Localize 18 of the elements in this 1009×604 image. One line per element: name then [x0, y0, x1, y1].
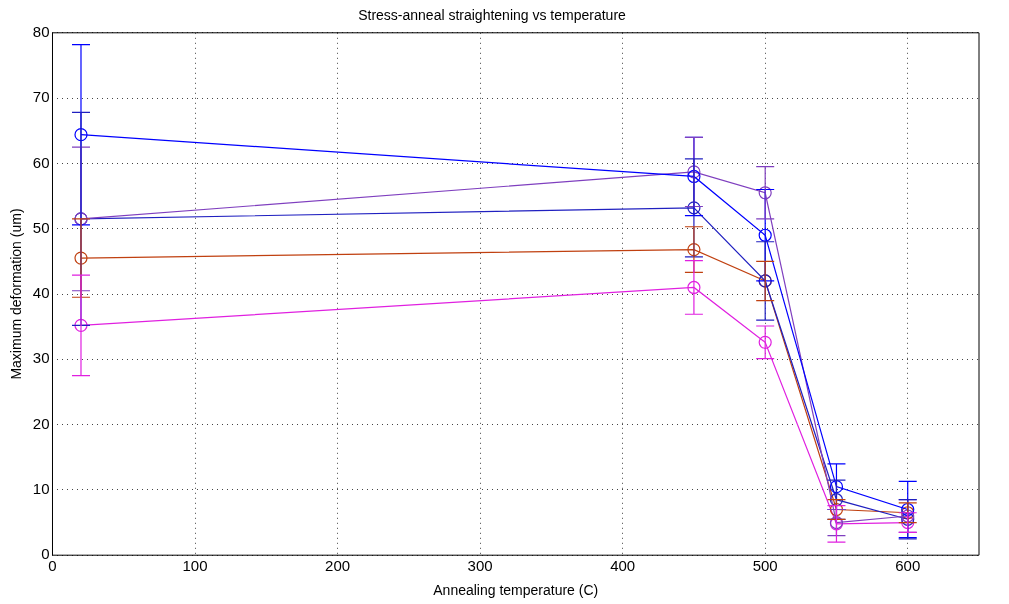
- chart-title: Stress-anneal straightening vs temperature: [358, 7, 627, 24]
- y-tick-label: 60: [32, 153, 50, 171]
- x-tick-label: 200: [325, 557, 351, 575]
- y-tick-label: 0: [41, 545, 50, 563]
- x-tick-label: 100: [182, 557, 208, 575]
- y-tick-label: 70: [32, 88, 50, 106]
- y-tick-label: 40: [32, 284, 50, 302]
- x-tick-label: 500: [752, 557, 778, 575]
- y-tick-label: 20: [32, 414, 50, 432]
- x-axis-title: Annealing temperature (C): [433, 582, 599, 599]
- y-tick-label: 10: [32, 480, 50, 498]
- x-tick-label: 400: [610, 557, 636, 575]
- x-tick-label: 300: [467, 557, 493, 575]
- y-axis-title: Maximum deformation (um): [8, 208, 25, 380]
- y-tick-label: 50: [32, 218, 50, 236]
- x-tick-label: 600: [895, 557, 921, 575]
- y-tick-label: 30: [32, 349, 50, 367]
- y-tick-label: 80: [32, 22, 50, 40]
